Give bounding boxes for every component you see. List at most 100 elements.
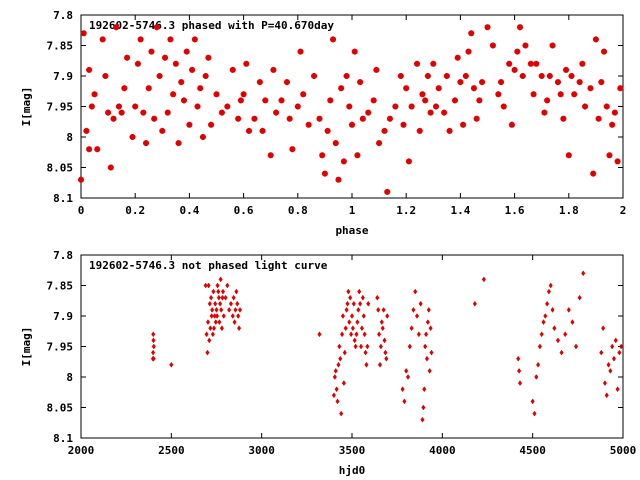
data-points [78, 24, 624, 195]
data-point [206, 282, 211, 289]
data-point [601, 325, 606, 332]
data-point [305, 121, 312, 128]
data-point [232, 319, 237, 326]
data-point [421, 404, 426, 411]
data-point [332, 374, 337, 380]
data-point [178, 79, 185, 86]
data-point [541, 109, 548, 116]
data-point [283, 79, 290, 86]
data-point [511, 66, 518, 73]
data-point [151, 331, 156, 338]
data-point [354, 152, 361, 159]
data-point [365, 109, 372, 116]
data-point [105, 109, 112, 116]
data-point [189, 66, 196, 73]
data-point [476, 97, 483, 104]
data-point [377, 331, 382, 338]
data-point [359, 325, 364, 332]
data-point [416, 127, 423, 134]
data-point [411, 306, 416, 313]
data-point [462, 73, 469, 79]
data-point [115, 103, 122, 110]
unphased-light-curve-panel: 2000 2500 3000 3500 4000 4500 5000 7.8 7.85 7.9 7.… [20, 249, 636, 477]
data-point [354, 331, 359, 338]
data-point [214, 313, 220, 319]
data-point [234, 288, 239, 295]
data-point [317, 331, 322, 338]
data-point [370, 97, 377, 104]
data-point [573, 343, 579, 350]
data-point [197, 85, 204, 92]
data-point [376, 140, 383, 147]
data-point [203, 282, 208, 289]
x-tick-label: 3500 [339, 444, 366, 457]
data-point [243, 60, 250, 67]
data-point [202, 73, 209, 79]
data-point [617, 349, 622, 356]
data-point [470, 85, 477, 92]
data-point [217, 319, 222, 326]
y-tick-label: 7.8 [53, 9, 73, 22]
data-point [78, 176, 84, 183]
data-point [536, 361, 541, 368]
y-tick-label: 7.85 [47, 40, 74, 53]
data-point [110, 115, 117, 122]
data-point [220, 288, 226, 295]
data-point [209, 313, 214, 319]
data-point [221, 313, 226, 319]
data-point [517, 367, 522, 374]
data-point [517, 380, 523, 387]
data-point [424, 73, 431, 79]
data-point [429, 349, 434, 356]
data-point [545, 300, 550, 307]
data-point [319, 152, 326, 159]
y-tick-label: 7.95 [47, 341, 74, 354]
data-point [113, 24, 120, 31]
data-point [211, 325, 217, 332]
data-point [342, 349, 347, 356]
data-point [94, 146, 101, 153]
data-point [300, 91, 307, 98]
data-point [571, 91, 578, 98]
x-tick-label: 1.6 [505, 204, 525, 217]
data-point [416, 331, 421, 338]
y-tick-label: 8 [66, 371, 73, 384]
data-point [489, 42, 496, 49]
data-point [428, 325, 433, 332]
data-point [582, 103, 589, 110]
data-point [129, 134, 136, 140]
data-point [132, 103, 139, 110]
data-point [446, 127, 453, 134]
data-point [151, 337, 156, 344]
data-point [351, 48, 358, 55]
data-point [237, 306, 243, 313]
data-point [423, 343, 428, 350]
data-point [534, 374, 539, 380]
y-tick-label: 8.1 [53, 192, 73, 205]
data-point [205, 319, 211, 326]
data-point [473, 115, 480, 122]
data-point [576, 79, 583, 86]
data-point [479, 79, 486, 86]
y-tick-label: 8.05 [47, 162, 74, 175]
data-point [549, 42, 556, 49]
data-point [86, 146, 93, 153]
data-point [381, 306, 386, 313]
data-point [361, 313, 366, 319]
data-point [145, 85, 152, 92]
panel-title: 192602-5746.3 not phased light curve [89, 259, 328, 272]
y-tick-label: 7.9 [53, 70, 73, 83]
data-point [599, 349, 604, 356]
data-point [151, 349, 156, 356]
data-point [413, 288, 418, 295]
data-point [151, 355, 156, 362]
data-point [384, 188, 391, 195]
data-point [592, 36, 599, 43]
data-point [214, 306, 219, 313]
data-point [604, 392, 609, 399]
data-point [460, 121, 467, 128]
data-point [205, 349, 210, 356]
data-point [595, 115, 602, 122]
data-point [169, 361, 174, 368]
data-point [427, 367, 432, 374]
